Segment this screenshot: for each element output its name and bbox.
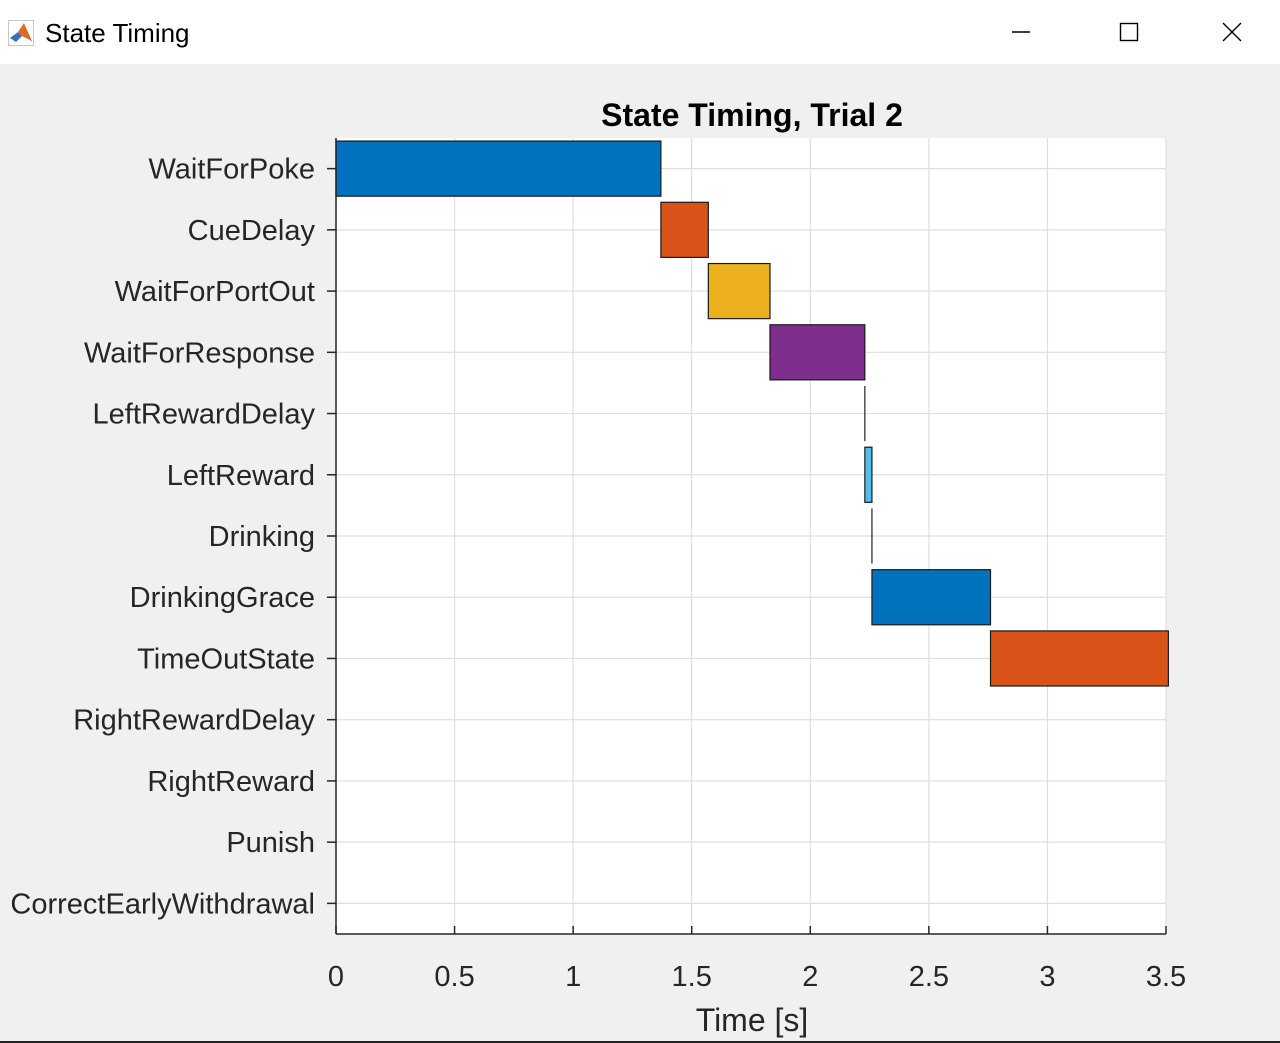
x-tick-label: 3.5 bbox=[1146, 961, 1186, 993]
bar-TimeOutState bbox=[989, 630, 1169, 687]
bar-DrinkingGrace bbox=[871, 569, 992, 626]
x-tick-label: 0 bbox=[328, 961, 344, 993]
chart-title: State Timing, Trial 2 bbox=[601, 97, 903, 133]
x-tick-label: 0.5 bbox=[434, 961, 474, 993]
x-tick-label: 1 bbox=[565, 961, 581, 993]
y-tick-label: WaitForPoke bbox=[148, 154, 315, 186]
close-icon bbox=[1222, 22, 1241, 42]
y-tick-label: CueDelay bbox=[188, 215, 316, 247]
window-bottom-edge bbox=[0, 1041, 1280, 1043]
x-axis-label: Time [s] bbox=[696, 1002, 809, 1038]
bar-WaitForPoke bbox=[335, 140, 662, 197]
window-titlebar: State Timing bbox=[0, 0, 1280, 64]
state-timing-chart: 0 0.5 1 1.5 2 2.5 3 3.5 WaitForPoke CueDelay WaitF… bbox=[10, 97, 1186, 1038]
y-tick-label: CorrectEarlyWithdrawal bbox=[10, 888, 315, 920]
y-tick-label: LeftReward bbox=[167, 460, 315, 492]
y-tick-label: DrinkingGrace bbox=[130, 582, 315, 614]
y-tick-label: RightReward bbox=[147, 766, 315, 798]
x-tick-label: 3 bbox=[1039, 961, 1055, 993]
y-tick-label: WaitForResponse bbox=[84, 337, 315, 369]
maximize-button[interactable] bbox=[1075, 0, 1183, 64]
bar-LeftReward bbox=[864, 446, 873, 503]
y-tick-label: Drinking bbox=[209, 521, 315, 553]
x-tick-label: 2 bbox=[802, 961, 818, 993]
y-tick-label: Punish bbox=[226, 827, 315, 859]
bars bbox=[335, 140, 1169, 687]
y-tick-label: LeftRewardDelay bbox=[93, 399, 316, 431]
maximize-icon bbox=[1119, 22, 1139, 42]
y-tick-label: WaitForPortOut bbox=[115, 276, 315, 308]
window-title: State Timing bbox=[45, 18, 190, 48]
y-tick-label: RightRewardDelay bbox=[73, 705, 315, 737]
tick-labels: 0 0.5 1 1.5 2 2.5 3 3.5 WaitForPoke CueDelay WaitF… bbox=[10, 154, 1186, 993]
bar-CueDelay bbox=[660, 201, 709, 259]
figure-area: 0 0.5 1 1.5 2 2.5 3 3.5 WaitForPoke CueDelay WaitF… bbox=[0, 64, 1280, 1043]
x-tick-label: 2.5 bbox=[909, 961, 949, 993]
x-tick-label: 1.5 bbox=[672, 961, 712, 993]
bar-WaitForResponse bbox=[769, 324, 866, 381]
minimize-icon bbox=[1012, 31, 1030, 33]
y-tick-label: TimeOutState bbox=[137, 643, 315, 675]
minimize-button[interactable] bbox=[967, 0, 1075, 64]
axes bbox=[327, 138, 1167, 935]
bar-WaitForPortOut bbox=[707, 262, 771, 320]
matlab-icon bbox=[8, 20, 34, 46]
close-button[interactable] bbox=[1183, 0, 1280, 64]
